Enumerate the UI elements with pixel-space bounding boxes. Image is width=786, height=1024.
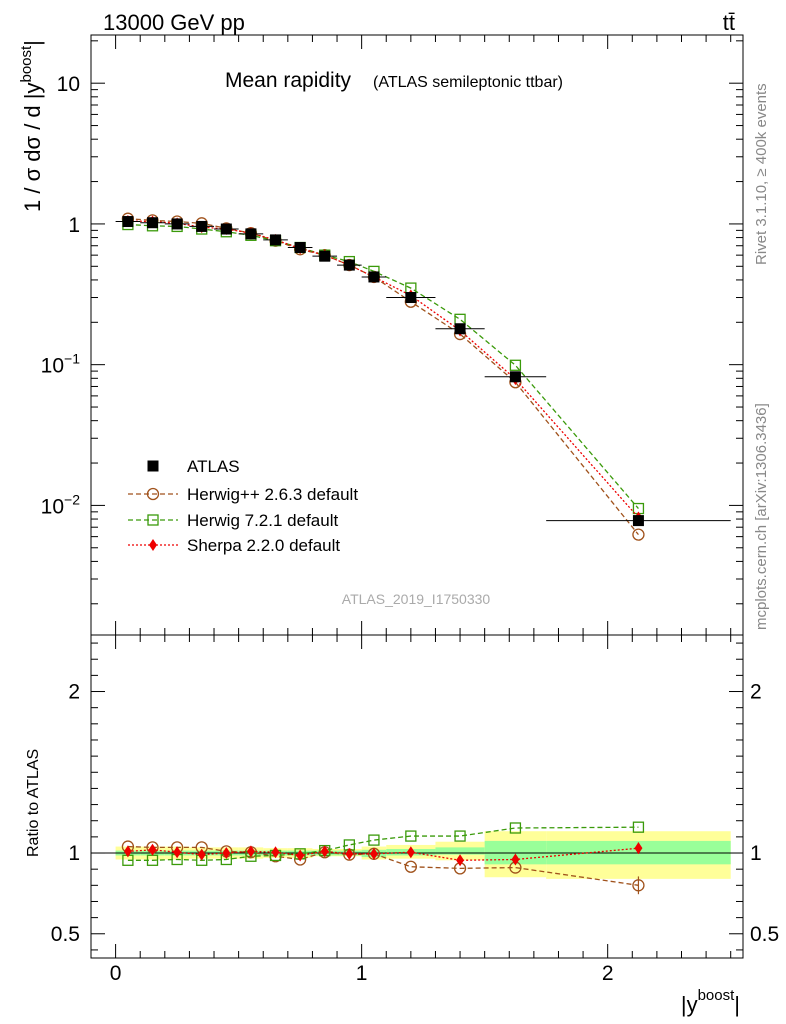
ratio-point-herwigpp (404, 860, 417, 873)
main-panel-series (115, 212, 731, 541)
ratio-point-herwig7 (454, 830, 466, 842)
legend-marker (147, 514, 159, 526)
legend-label: ATLAS (187, 457, 240, 476)
ratio-y-tick-label-right: 1 (750, 842, 762, 865)
ratio-point-sherpa (148, 843, 157, 856)
point-atlas (294, 242, 306, 254)
ratio-point-sherpa (406, 846, 415, 859)
main-y-label: 1 / σ dσ / d |yboost| (18, 40, 45, 212)
point-atlas (319, 250, 331, 262)
legend-label: Herwig 7.2.1 default (187, 511, 338, 530)
legend-entry-atlas: ATLAS (147, 457, 240, 476)
series-line-herwigpp (127, 218, 639, 536)
ratio-point-herwig7 (368, 834, 380, 846)
point-atlas (454, 323, 466, 335)
x-tick-label: 0 (110, 962, 122, 985)
ratio-point-sherpa (369, 847, 378, 860)
axis-ticks (91, 35, 743, 958)
ratio-line-herwigpp (127, 845, 639, 886)
ratio-point-sherpa (246, 845, 255, 858)
ratio-panel-frame (90, 634, 744, 959)
ratio-point-sherpa (123, 845, 132, 858)
legend-marker (146, 487, 160, 501)
point-atlas (245, 228, 257, 240)
ratio-point-sherpa (511, 853, 520, 866)
series-atlas (115, 216, 731, 527)
main-y-tick-label: 10−2 (41, 491, 81, 518)
ratio-panel-series (121, 821, 645, 895)
legend-marker (147, 460, 159, 472)
ratio-y-label: Ratio to ATLAS (25, 749, 42, 857)
ratio-point-herwig7 (405, 830, 417, 842)
ratio-point-sherpa (271, 846, 280, 859)
ratio-y-tick-label-right: 0.5 (750, 923, 779, 946)
ratio-point-sherpa (456, 854, 465, 867)
legend-label: Sherpa 2.2.0 default (187, 536, 340, 555)
legend-label: Herwig++ 2.6.3 default (187, 485, 358, 504)
ratio-point-sherpa (173, 846, 182, 859)
point-atlas (632, 515, 644, 527)
mcplots-label: mcplots.cern.ch [arXiv:1306.3436] (753, 403, 770, 630)
process-label: tt̄ (723, 10, 735, 35)
ratio-point-sherpa (222, 847, 231, 860)
point-atlas (343, 259, 355, 271)
main-y-tick-label: 10 (57, 73, 80, 96)
x-tick-label: 2 (602, 962, 614, 985)
main-y-tick-label: 1 (68, 214, 80, 237)
analysis-id: ATLAS_2019_I1750330 (342, 591, 491, 607)
series-sherpa (123, 214, 643, 524)
rivet-label: Rivet 3.1.10, ≥ 400k events (753, 83, 770, 265)
ratio-point-herwig7 (509, 822, 522, 834)
point-atlas (147, 217, 159, 229)
main-y-tick-label: 10−1 (41, 351, 81, 378)
ratio-point-sherpa (634, 842, 643, 855)
legend-entry-herwig7: Herwig 7.2.1 default (128, 511, 338, 530)
chart-subtitle: (ATLAS semileptonic ttbar) (373, 74, 563, 91)
ratio-point-sherpa (320, 845, 329, 858)
ratio-y-tick-label-right: 2 (750, 681, 762, 704)
x-axis-label: |yboost| (681, 987, 740, 1017)
ratio-y-tick-label: 2 (68, 681, 80, 704)
ratio-point-herwig7 (632, 821, 645, 833)
ratio-point-sherpa (296, 849, 305, 862)
energy-label: 13000 GeV pp (103, 10, 245, 35)
ratio-point-sherpa (345, 847, 354, 860)
point-atlas (270, 234, 282, 246)
point-atlas (368, 271, 380, 283)
series-line-sherpa (127, 220, 639, 518)
point-atlas (220, 223, 232, 235)
legend-marker (149, 539, 157, 551)
point-atlas (122, 216, 134, 228)
series-line-herwig7 (127, 223, 639, 509)
chart-title: Mean rapidity (225, 69, 352, 92)
point-herwigpp (632, 528, 645, 541)
ratio-y-tick-label: 1 (68, 842, 80, 865)
point-atlas (171, 218, 183, 230)
ratio-uncertainty-bands (115, 831, 731, 879)
legend-entry-sherpa: Sherpa 2.2.0 default (128, 536, 340, 555)
point-herwig7 (509, 359, 522, 371)
legend-entry-herwigpp: Herwig++ 2.6.3 default (128, 485, 358, 504)
axis-labels: 10 1 10−1 10−2 0.5 0.5 1 1 2 2 0 1 2 (41, 73, 780, 985)
ratio-point-herwigpp (632, 879, 645, 892)
legend: ATLAS Herwig++ 2.6.3 default Herwig 7.2.1 … (128, 457, 358, 555)
point-atlas (509, 371, 521, 383)
point-atlas (196, 220, 208, 232)
ratio-y-tick-label: 0.5 (51, 923, 80, 946)
ratio-point-sherpa (197, 848, 206, 861)
band-inner (435, 847, 485, 855)
point-atlas (405, 292, 417, 304)
x-tick-label: 1 (356, 962, 368, 985)
ratio-series-sherpa (123, 842, 643, 867)
